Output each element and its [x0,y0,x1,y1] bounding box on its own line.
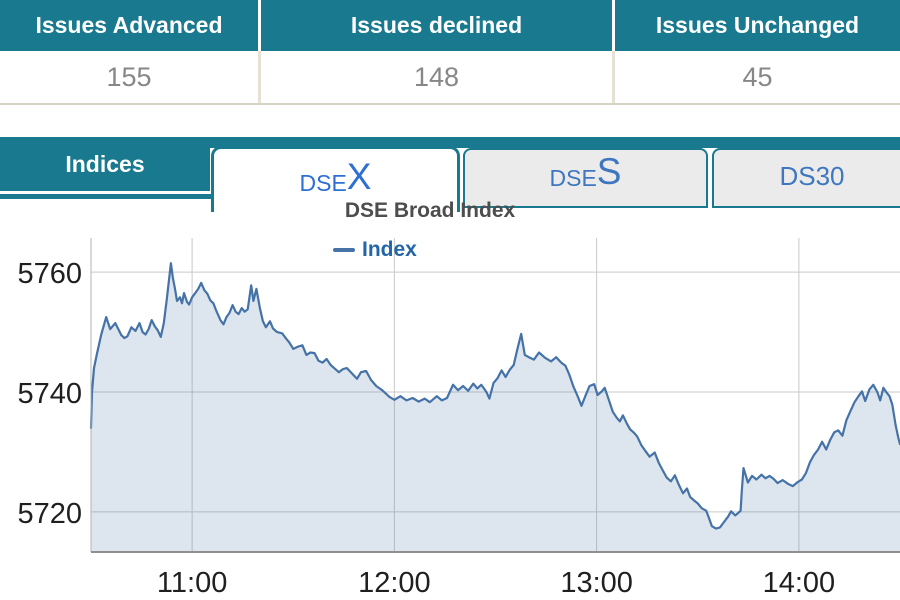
x-tick-label: 14:00 [763,567,836,599]
index-line-series [89,262,900,530]
tabbar-top-strip [0,137,900,148]
issues-summary-value-row: 155 148 45 [0,51,900,105]
issues-advanced-value: 155 [0,51,261,103]
y-tick-label: 5720 [17,498,82,530]
indices-label-text: Indices [65,150,145,177]
tab-ds30[interactable]: DS30 [712,148,900,208]
tab-dsex[interactable]: DSE X [211,146,460,212]
chart-legend-item[interactable]: Index [333,238,417,262]
index-area-chart: 5720 5740 5760 11:00 12:00 13:00 14:00 [17,238,900,599]
chart-title: DSE Broad Index [344,199,516,222]
issues-advanced-header: Issues Advanced [0,0,261,51]
x-tick-label: 12:00 [358,567,431,599]
issues-summary-header-row: Issues Advanced Issues declined Issues U… [0,0,900,51]
legend-line-marker-icon [333,248,355,252]
y-tick-label: 5740 [17,378,82,410]
issues-unchanged-header: Issues Unchanged [655,12,860,38]
issues-declined-value: 148 [261,51,615,103]
tab-dsex-label-suffix: X [346,156,372,197]
tab-dses-label-suffix: S [596,151,622,192]
index-area-fill [91,263,900,552]
tab-dses-label-prefix: DSE [549,165,597,191]
indices-section-label: Indices [0,137,210,191]
tab-dses[interactable]: DSE S [463,148,708,208]
tab-ds30-label: DS30 [779,161,845,191]
legend-label: Index [362,238,417,261]
issues-declined-header: Issues declined [261,0,615,51]
indices-underline-teal [0,194,211,199]
tab-dsex-label-prefix: DSE [299,170,347,196]
issues-unchanged-value: 45 [742,61,773,92]
x-tick-label: 11:00 [157,567,227,599]
y-tick-label: 5760 [17,258,82,290]
indices-underline-light [0,191,211,194]
x-tick-label: 13:00 [560,567,633,599]
